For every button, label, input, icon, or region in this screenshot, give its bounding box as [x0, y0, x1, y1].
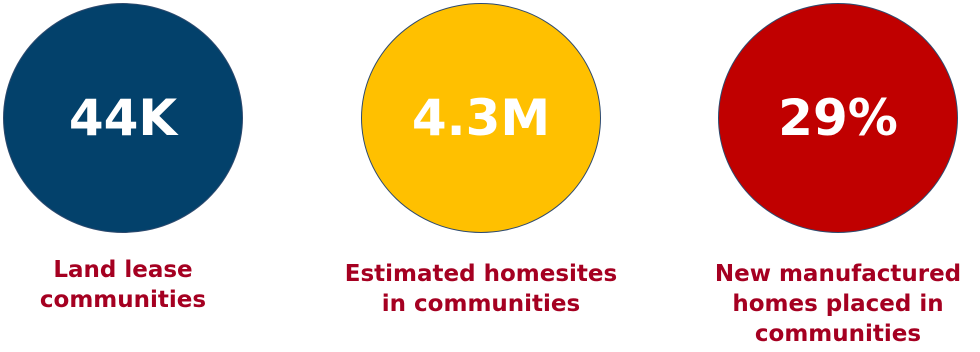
stat-label-line: Estimated homesites — [344, 261, 618, 287]
stat-label-line: in communities — [381, 291, 581, 317]
stat-circle-communities: 44K — [3, 3, 243, 233]
stat-label-line: homes placed in — [732, 291, 944, 317]
stat-label-line: communities — [39, 287, 207, 313]
stat-label-homesites: Estimated homesites in communities — [305, 259, 657, 319]
stat-value-homesites: 4.3M — [411, 89, 551, 147]
stat-value-communities: 44K — [68, 89, 178, 147]
stat-label-line: Land lease — [53, 257, 193, 283]
stat-circle-placements: 29% — [718, 3, 958, 233]
stat-circle-homesites: 4.3M — [361, 3, 601, 233]
stat-label-communities: Land lease communities — [3, 255, 243, 315]
stat-value-placements: 29% — [778, 89, 898, 147]
stat-label-line: New manufactured — [714, 261, 962, 287]
stat-label-placements: New manufactured homes placed in communi… — [690, 259, 980, 349]
stat-label-line: communities — [754, 321, 922, 347]
